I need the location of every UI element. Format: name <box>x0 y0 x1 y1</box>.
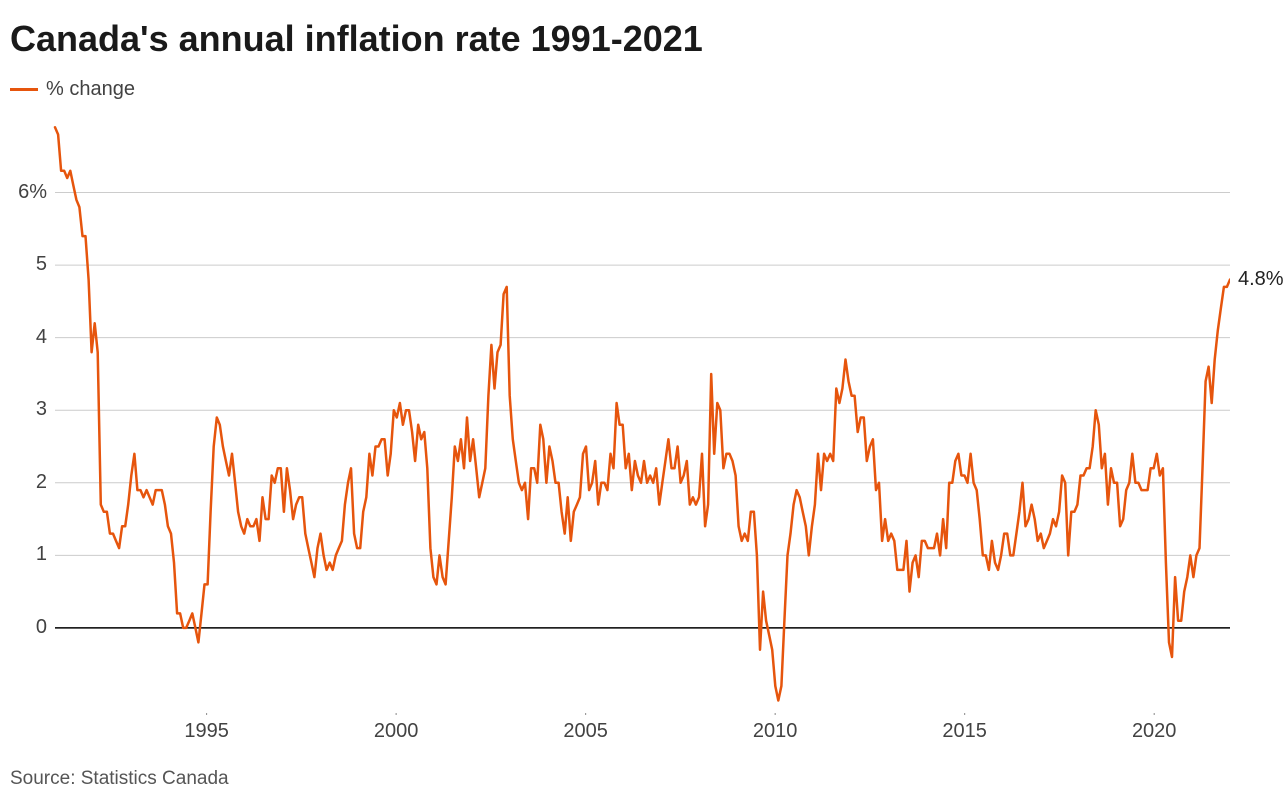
x-tick-label: 1995 <box>184 720 229 743</box>
legend-label: % change <box>46 78 135 101</box>
end-value-label: 4.8% <box>1238 268 1284 291</box>
x-tick-label: 2015 <box>942 720 987 743</box>
y-tick-label: 6% <box>10 181 47 204</box>
chart-title: Canada's annual inflation rate 1991-2021 <box>10 18 703 60</box>
chart-container: Canada's annual inflation rate 1991-2021… <box>0 0 1288 800</box>
y-tick-label: 5 <box>10 253 47 276</box>
x-tick-label: 2005 <box>563 720 608 743</box>
x-tick-label: 2000 <box>374 720 419 743</box>
y-tick-label: 0 <box>10 616 47 639</box>
line-chart-svg <box>10 120 1230 715</box>
legend-swatch <box>10 88 38 91</box>
plot-area <box>10 120 1230 715</box>
y-tick-label: 3 <box>10 398 47 421</box>
x-tick-label: 2020 <box>1132 720 1177 743</box>
y-tick-label: 1 <box>10 543 47 566</box>
legend: % change <box>10 78 135 101</box>
y-tick-label: 2 <box>10 471 47 494</box>
x-tick-label: 2010 <box>753 720 798 743</box>
source-label: Source: Statistics Canada <box>10 768 229 790</box>
series-line <box>55 127 1230 700</box>
y-tick-label: 4 <box>10 326 47 349</box>
x-axis-labels: 1995 2000 2005 2010 2015 2020 <box>10 720 1230 750</box>
